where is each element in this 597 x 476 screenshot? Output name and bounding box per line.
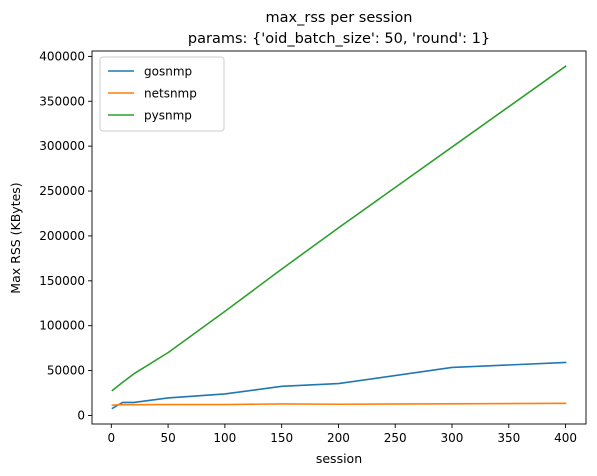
y-tick-label: 200000 <box>39 229 85 243</box>
chart-title: max_rss per session <box>266 10 413 26</box>
x-tick-label: 100 <box>213 431 236 445</box>
legend-label-netsnmp: netsnmp <box>144 87 197 101</box>
x-tick-label: 400 <box>554 431 577 445</box>
x-tick-label: 300 <box>441 431 464 445</box>
y-tick-label: 150000 <box>39 274 85 288</box>
x-tick-label: 150 <box>270 431 293 445</box>
y-axis-label: Max RSS (KBytes) <box>8 182 23 293</box>
x-tick-label: 350 <box>497 431 520 445</box>
x-tick-label: 200 <box>327 431 350 445</box>
chart-subtitle: params: {'oid_batch_size': 50, 'round': … <box>188 31 490 47</box>
y-tick-label: 100000 <box>39 319 85 333</box>
y-tick-label: 300000 <box>39 139 85 153</box>
plot-area: 0 50 100 150 200 250 300 350 400 0 50000 100000 1500… <box>39 49 586 445</box>
legend-label-pysnmp: pysnmp <box>144 109 192 123</box>
y-tick-label: 350000 <box>39 94 85 108</box>
y-tick-label: 50000 <box>47 364 85 378</box>
series-line-gosnmp <box>112 363 565 409</box>
y-tick-label: 0 <box>77 408 85 422</box>
legend-label-gosnmp: gosnmp <box>144 65 192 79</box>
y-tick-label: 400000 <box>39 49 85 63</box>
legend: gosnmp netsnmp pysnmp <box>100 57 224 131</box>
x-tick-label: 50 <box>160 431 175 445</box>
series-line-netsnmp <box>112 403 565 405</box>
x-tick-label: 0 <box>107 431 115 445</box>
y-tick-label: 250000 <box>39 184 85 198</box>
x-axis-label: session <box>316 451 362 466</box>
x-tick-label: 250 <box>384 431 407 445</box>
